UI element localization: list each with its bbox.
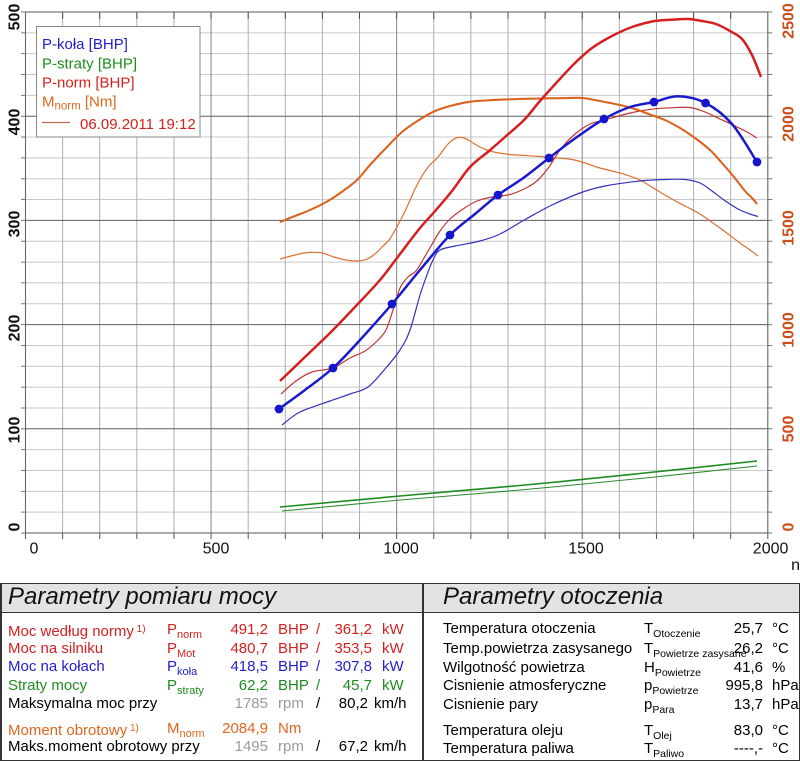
svg-text:400: 400 bbox=[7, 109, 24, 136]
svg-text:0: 0 bbox=[7, 522, 24, 531]
svg-text:300: 300 bbox=[7, 211, 24, 238]
svg-text:06.09.2011 19:12: 06.09.2011 19:12 bbox=[80, 116, 196, 133]
svg-text:1000: 1000 bbox=[383, 541, 419, 558]
svg-text:n: n bbox=[791, 557, 800, 574]
svg-text:0: 0 bbox=[30, 541, 39, 558]
svg-text:2000: 2000 bbox=[753, 541, 789, 558]
svg-text:500: 500 bbox=[7, 4, 24, 31]
svg-text:500: 500 bbox=[203, 541, 230, 558]
svg-text:500: 500 bbox=[781, 416, 798, 443]
svg-text:1000: 1000 bbox=[781, 312, 798, 348]
svg-text:0: 0 bbox=[781, 522, 798, 531]
svg-text:2000: 2000 bbox=[781, 106, 798, 142]
svg-text:P-koła [BHP]: P-koła [BHP] bbox=[42, 36, 128, 53]
svg-text:P-straty [BHP]: P-straty [BHP] bbox=[42, 56, 137, 73]
svg-text:100: 100 bbox=[7, 417, 24, 444]
svg-text:P-norm [BHP]: P-norm [BHP] bbox=[42, 75, 135, 92]
svg-text:200: 200 bbox=[7, 315, 24, 342]
svg-text:1500: 1500 bbox=[781, 210, 798, 246]
svg-text:2500: 2500 bbox=[781, 3, 798, 39]
svg-text:1500: 1500 bbox=[568, 541, 604, 558]
